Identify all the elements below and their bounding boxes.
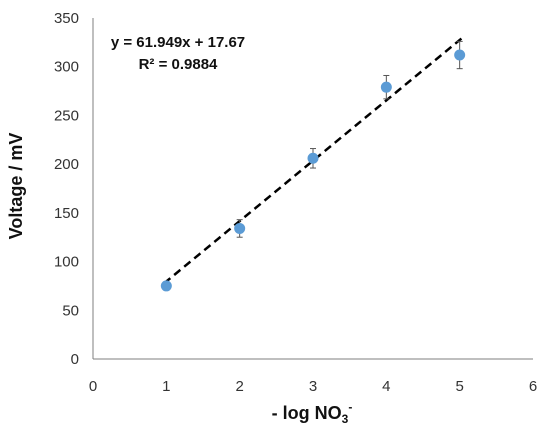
y-tick-label: 150 [54, 205, 79, 222]
x-tick-label: 4 [382, 378, 390, 395]
x-tick-label: 1 [162, 378, 170, 395]
x-tick-label: 0 [89, 378, 97, 395]
x-tick-labels: 0 1 2 3 4 5 6 [89, 378, 537, 395]
trendline-equation: y = 61.949x + 17.67 [111, 34, 245, 51]
x-axis-title: - log NO3- [272, 400, 353, 426]
axes [92, 18, 533, 360]
data-point [454, 49, 466, 61]
data-point [307, 152, 319, 164]
y-tick-labels: 0 50 100 150 200 250 300 350 [54, 10, 79, 368]
data-points [160, 40, 466, 292]
x-tick-label: 3 [309, 378, 317, 395]
x-tick-label: 6 [529, 378, 537, 395]
y-tick-label: 300 [54, 59, 79, 76]
y-tick-label: 200 [54, 156, 79, 173]
x-axis-title-subscript: 3 [342, 412, 349, 426]
data-point [160, 280, 172, 292]
x-tick-label: 2 [235, 378, 243, 395]
x-axis-title-main: - log NO [272, 403, 342, 423]
data-point [234, 222, 246, 234]
y-tick-label: 0 [71, 351, 79, 368]
y-tick-label: 250 [54, 107, 79, 124]
data-point [380, 81, 392, 93]
y-tick-label: 350 [54, 10, 79, 27]
x-tick-label: 5 [455, 378, 463, 395]
y-tick-label: 50 [62, 302, 79, 319]
x-axis-title-superscript: - [348, 400, 352, 414]
r-squared-label: R² = 0.9884 [139, 56, 218, 73]
y-tick-label: 100 [54, 254, 79, 271]
y-axis-title: Voltage / mV [6, 133, 26, 240]
